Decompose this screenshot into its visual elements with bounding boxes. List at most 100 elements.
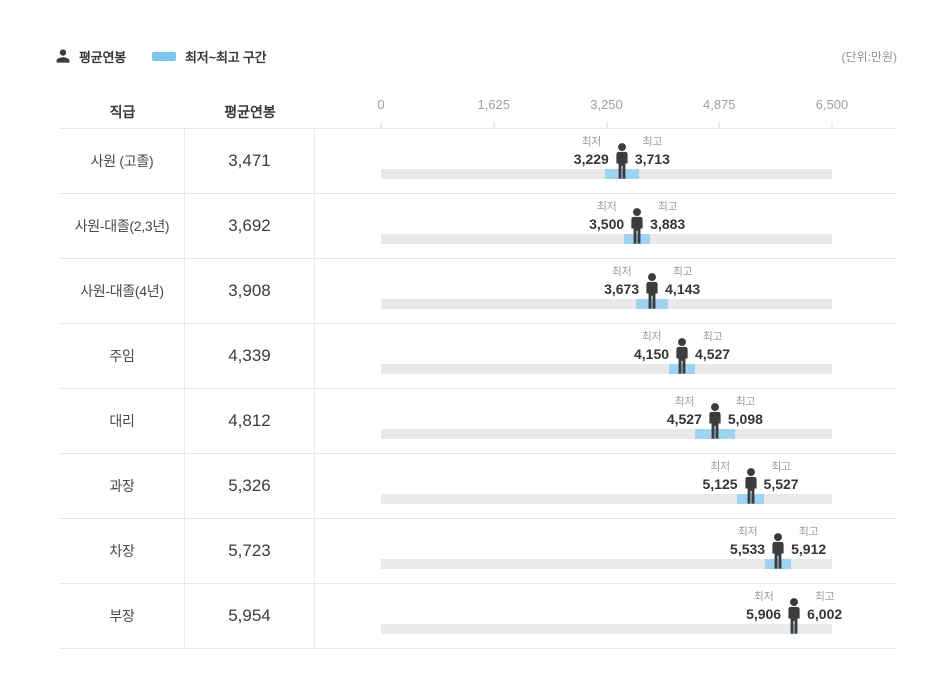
header-average: 평균연봉 (224, 103, 276, 120)
table-row: 대리 4,812 최저 4,527 최고 5,098 (60, 389, 897, 454)
legend-range-label: 최저~최고 구간 (185, 49, 267, 65)
legend: 평균연봉 최저~최고 구간 (단위:만원) (55, 46, 897, 66)
table-row: 사원-대졸(2,3년) 3,692 최저 3,500 최고 3,883 (60, 194, 897, 259)
axis-tick-label: 1,625 (477, 97, 511, 112)
chart-cell: 최저 5,125 최고 5,527 (315, 454, 897, 518)
chart-cell: 최저 3,673 최고 4,143 (315, 259, 897, 323)
table-body: 사원 (고졸) 3,471 최저 3,229 최고 3,713 (60, 129, 897, 649)
average-person-icon (741, 468, 760, 505)
average-person-icon (785, 598, 804, 635)
max-label: 최고 (814, 591, 835, 603)
avg-cell: 3,692 (185, 194, 315, 258)
max-label: 최고 (798, 526, 819, 538)
max-label: 최고 (702, 331, 723, 343)
max-value: 6,002 (807, 606, 843, 622)
max-label: 최고 (771, 461, 791, 473)
min-label: 최저 (611, 266, 632, 278)
max-group: 최고 5,098 (728, 393, 763, 427)
row-plot: 최저 3,229 최고 3,713 (381, 129, 832, 193)
min-group: 최저 4,150 (634, 328, 669, 362)
min-value: 4,150 (634, 346, 670, 362)
chart-cell: 최저 5,906 최고 6,002 (315, 584, 897, 648)
row-plot: 최저 5,533 최고 5,912 (381, 519, 832, 583)
max-value: 5,098 (727, 411, 763, 427)
max-value: 3,713 (634, 151, 670, 167)
chart-cell: 최저 5,533 최고 5,912 (315, 519, 897, 583)
range-bar (790, 624, 798, 634)
max-group: 최고 6,002 (807, 588, 842, 622)
range-bar (736, 494, 765, 504)
legend-average-label: 평균연봉 (79, 49, 127, 65)
person-icon (55, 48, 71, 64)
max-value: 5,912 (791, 541, 827, 557)
grade-cell: 사원 (고졸) (60, 129, 185, 193)
unit-note: (단위:만원) (841, 49, 898, 64)
min-label: 최저 (581, 136, 602, 148)
max-label: 최고 (672, 266, 693, 278)
bar-track (381, 494, 832, 504)
average-person-icon (628, 208, 647, 245)
header-axis: 0 1,625 3,250 4,875 6,500 (315, 95, 897, 128)
max-label: 최고 (735, 396, 756, 408)
min-group: 최저 3,673 (604, 263, 639, 297)
min-label: 최저 (753, 591, 774, 603)
max-label: 최고 (657, 201, 678, 213)
row-plot: 최저 3,673 최고 4,143 (381, 259, 832, 323)
min-label: 최저 (737, 526, 758, 538)
max-value: 4,143 (665, 281, 701, 297)
max-group: 최고 5,527 (764, 458, 799, 492)
avg-cell: 5,723 (185, 519, 315, 583)
min-value: 3,229 (573, 151, 609, 167)
salary-table: 직급 평균연봉 0 1,625 3,250 4,875 6,500 사원 (고졸) 3,… (60, 95, 897, 649)
row-plot: 최저 5,906 최고 6,002 (381, 584, 842, 648)
avg-cell: 4,339 (185, 324, 315, 388)
axis-tick-label: 0 (377, 97, 385, 112)
grade-cell: 사원-대졸(2,3년) (60, 194, 185, 258)
table-row: 사원-대졸(4년) 3,908 최저 3,673 최고 4,143 (60, 259, 897, 324)
min-value: 5,125 (702, 476, 738, 492)
average-person-icon (643, 273, 662, 310)
range-swatch (152, 51, 177, 61)
bar-track (381, 429, 832, 439)
axis-tick-label: 3,250 (590, 97, 623, 112)
table-row: 차장 5,723 최저 5,533 최고 5,912 (60, 519, 897, 584)
range-bar (623, 234, 651, 244)
min-group: 최저 5,906 (746, 588, 781, 622)
axis-tick-label: 4,875 (702, 97, 736, 112)
bar-track (381, 234, 832, 244)
average-person-icon (769, 533, 788, 570)
avg-cell: 5,326 (185, 454, 315, 518)
min-label: 최저 (710, 461, 730, 473)
row-plot: 최저 4,527 최고 5,098 (381, 389, 832, 453)
range-bar (764, 559, 792, 569)
max-label: 최고 (642, 136, 663, 148)
axis-tick-label: 6,500 (815, 97, 849, 112)
axis-tick-mark (718, 122, 720, 128)
grade-cell: 부장 (60, 584, 185, 648)
grade-cell: 대리 (60, 389, 185, 453)
min-value: 3,673 (604, 281, 640, 297)
row-plot: 최저 5,125 최고 5,527 (381, 454, 832, 518)
bar-track (381, 559, 832, 569)
bar-track (381, 624, 832, 634)
max-group: 최고 3,713 (635, 133, 670, 167)
min-value: 5,906 (746, 606, 782, 622)
grade-cell: 차장 (60, 519, 185, 583)
table-header-row: 직급 평균연봉 0 1,625 3,250 4,875 6,500 (60, 95, 897, 129)
avg-cell: 3,471 (185, 129, 315, 193)
header-grade: 직급 (109, 103, 136, 120)
max-group: 최고 4,527 (695, 328, 730, 362)
table-row: 부장 5,954 최저 5,906 최고 6,002 (60, 584, 897, 649)
max-value: 3,883 (650, 216, 686, 232)
max-group: 최고 4,143 (665, 263, 700, 297)
max-value: 5,527 (763, 476, 799, 492)
average-person-icon (612, 143, 631, 180)
average-person-icon (673, 338, 692, 375)
row-plot: 최저 4,150 최고 4,527 (381, 324, 832, 388)
chart-cell: 최저 3,500 최고 3,883 (315, 194, 897, 258)
grade-cell: 주임 (60, 324, 185, 388)
chart-cell: 최저 4,150 최고 4,527 (315, 324, 897, 388)
average-person-icon (705, 403, 724, 440)
bar-track (381, 364, 832, 374)
max-value: 4,527 (695, 346, 731, 362)
